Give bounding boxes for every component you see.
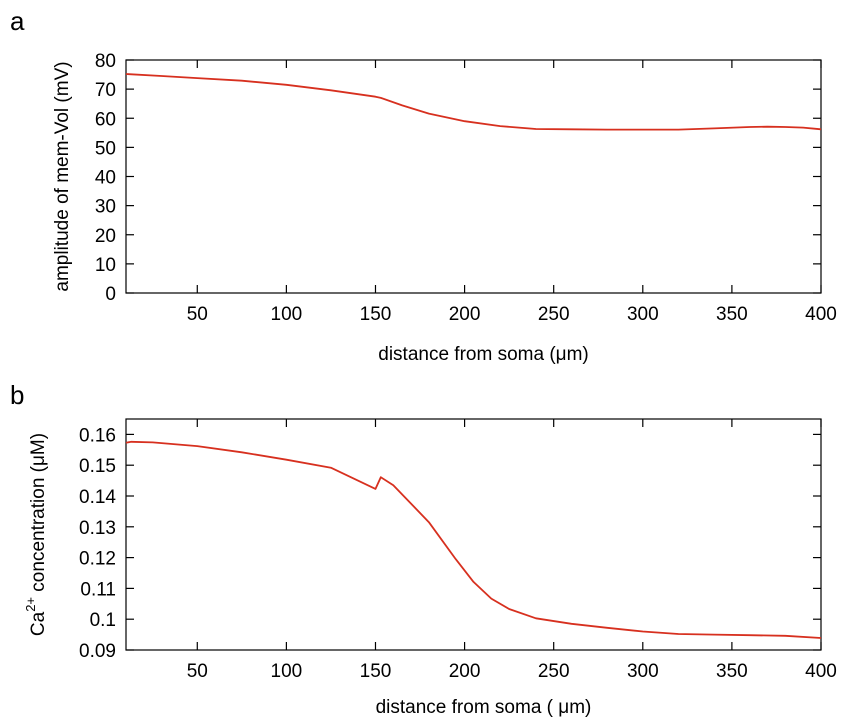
x-tick-label: 200 — [449, 661, 481, 682]
x-tick-label: 100 — [271, 661, 303, 682]
x-tick-label: 350 — [716, 661, 748, 682]
x-axis-label: distance from soma (μm) — [378, 344, 589, 365]
panel-a-chart: 50 100 150 200 250 300 350 400 0 10 20 30 40 50 60 70 80… — [52, 51, 837, 365]
series-line — [125, 73, 822, 131]
y-tick-label: 0.14 — [79, 487, 116, 508]
y-axis-label: amplitude of mem-Vol (mV) — [52, 61, 73, 291]
x-tick-label: 400 — [805, 304, 837, 325]
y-tick-label: 0.12 — [79, 549, 116, 570]
x-tick-label: 250 — [538, 661, 570, 682]
plot-frame — [125, 418, 822, 651]
x-tick-label: 50 — [187, 304, 208, 325]
y-tick-label: 0.1 — [90, 610, 116, 631]
panel-b-chart: 50 100 150 200 250 300 350 400 0.09 0.1 0.11 0.12 0.… — [23, 418, 837, 718]
y-tick-label: 10 — [95, 255, 116, 276]
y-tick-label: 0.11 — [80, 579, 116, 600]
y-tick-label: 0.13 — [79, 518, 116, 539]
x-tick-label: 300 — [627, 661, 659, 682]
y-axis-label: Ca2+ concentration (μM) — [23, 433, 49, 636]
y-tick-label: 60 — [95, 109, 116, 130]
plot-frame — [125, 59, 822, 294]
y-tick-label: 20 — [95, 226, 116, 247]
x-tick-label: 300 — [627, 304, 659, 325]
x-tick-label: 350 — [716, 304, 748, 325]
panel-a-letter: a — [10, 6, 25, 36]
y-tick-label: 40 — [95, 168, 116, 189]
y-tick-label: 0.16 — [79, 425, 116, 446]
x-tick-label: 100 — [271, 304, 303, 325]
y-tick-label: 70 — [95, 80, 116, 101]
x-axis-label: distance from soma ( μm) — [376, 697, 592, 718]
y-axis-label-main: Ca — [28, 611, 49, 636]
y-tick-label: 80 — [95, 51, 116, 72]
x-tick-label: 200 — [449, 304, 481, 325]
y-tick-label: 30 — [95, 197, 116, 218]
panel-b-letter: b — [10, 380, 24, 410]
x-tick-label: 150 — [360, 304, 392, 325]
y-axis-label-superscript: 2+ — [23, 597, 38, 612]
x-tick-label: 400 — [805, 661, 837, 682]
y-tick-label: 0.15 — [79, 456, 116, 477]
series-line — [125, 440, 822, 639]
x-tick-label: 250 — [538, 304, 570, 325]
y-tick-label: 0.09 — [79, 641, 116, 662]
x-tick-label: 150 — [360, 661, 392, 682]
y-tick-label: 0 — [105, 284, 116, 305]
y-tick-label: 50 — [95, 138, 116, 159]
x-tick-label: 50 — [187, 661, 208, 682]
y-axis-label-rest: concentration (μM) — [28, 433, 49, 597]
